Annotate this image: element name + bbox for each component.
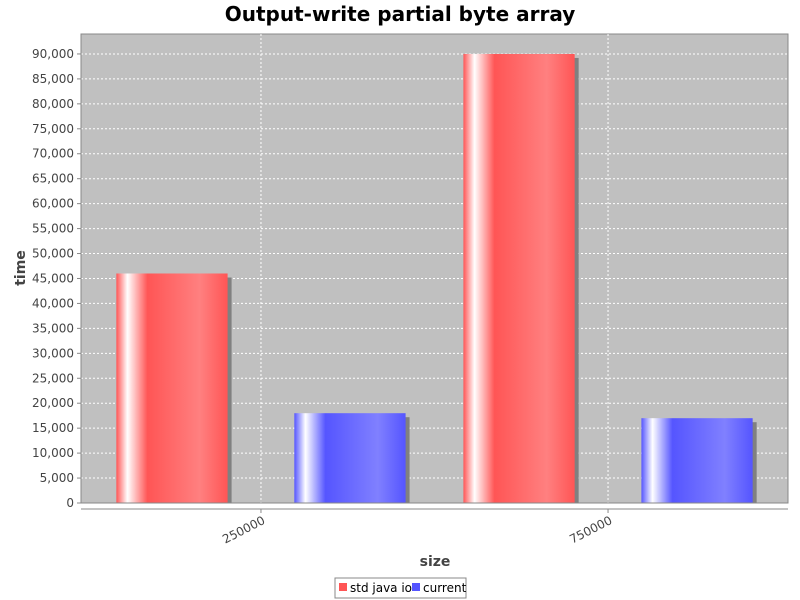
y-axis-label: time [13,250,29,286]
y-tick-label: 60,000 [32,197,74,211]
y-tick-label: 40,000 [32,296,74,310]
x-tick-label: 750000 [567,513,614,546]
x-tick-label: 250000 [220,513,267,546]
axes [80,34,788,510]
y-tick-label: 5,000 [40,471,74,485]
bar-current-750000 [641,418,753,503]
y-tick-label: 10,000 [32,446,74,460]
y-tick-label: 30,000 [32,346,74,360]
y-axis-ticks: 0 5,000 10,000 15,000 20,000 25,000 30,000 35,0… [32,47,81,510]
bars [116,53,757,503]
legend: std java io current [334,577,467,599]
y-tick-label: 25,000 [32,371,74,385]
y-tick-label: 70,000 [32,147,74,161]
legend-swatch-current [412,583,420,591]
legend-swatch-std-java-io [339,583,347,591]
legend-box [334,577,467,599]
y-tick-label: 85,000 [32,72,74,86]
chart-title: Output-write partial byte array [225,2,576,26]
legend-label-current: current [423,581,467,595]
bar-std-java-io-250000 [116,273,228,503]
bar-current-250000 [294,413,406,503]
legend-label-std-java-io: std java io [350,581,412,595]
x-axis-ticks: 250000 750000 [220,509,614,546]
y-tick-label: 90,000 [32,47,74,61]
y-tick-label: 50,000 [32,247,74,261]
y-tick-label: 20,000 [32,396,74,410]
y-tick-label: 80,000 [32,97,74,111]
y-tick-label: 15,000 [32,421,74,435]
y-tick-label: 0 [66,496,74,510]
y-tick-label: 65,000 [32,172,74,186]
bar-std-java-io-750000 [463,53,575,503]
y-tick-label: 35,000 [32,321,74,335]
y-tick-label: 55,000 [32,222,74,236]
y-tick-label: 45,000 [32,271,74,285]
x-axis-label: size [420,554,451,570]
y-tick-label: 75,000 [32,122,74,136]
